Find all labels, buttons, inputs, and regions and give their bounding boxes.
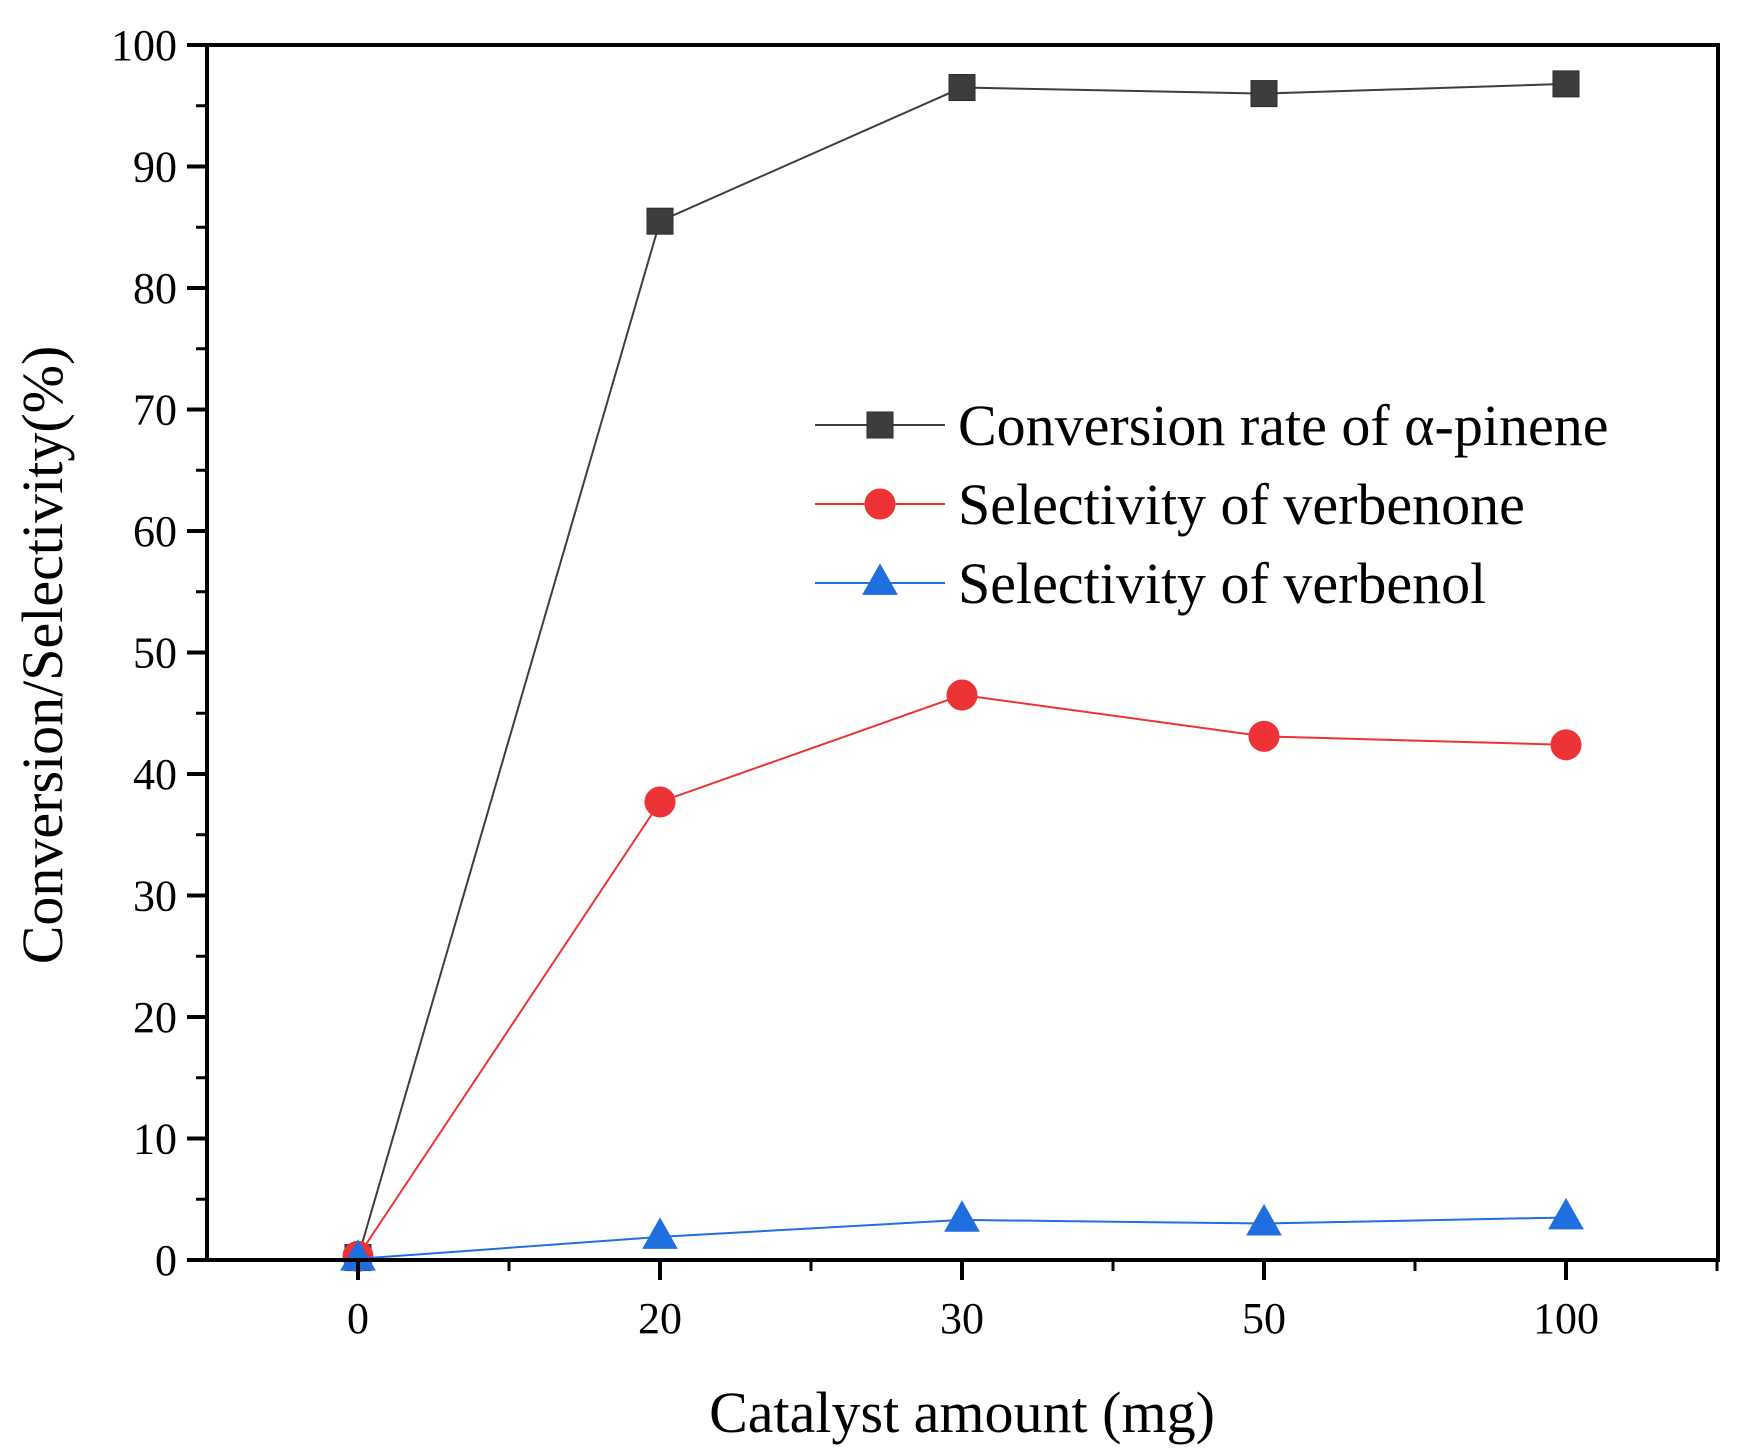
y-tick-label: 40 xyxy=(133,750,177,799)
legend-marker xyxy=(866,411,894,439)
series-2 xyxy=(342,679,1582,1272)
data-point xyxy=(1548,1197,1584,1230)
y-tick-label: 90 xyxy=(133,143,177,192)
series-layer xyxy=(340,70,1584,1272)
x-tick-label: 0 xyxy=(347,1294,369,1343)
y-axis-title: Conversion/Selectivity(%) xyxy=(10,346,75,965)
data-point xyxy=(642,1217,678,1249)
data-point xyxy=(1246,1203,1282,1236)
y-tick-label: 100 xyxy=(111,21,177,70)
y-tick-label: 60 xyxy=(133,507,177,556)
data-point xyxy=(1552,70,1580,98)
x-tick-label: 100 xyxy=(1533,1294,1599,1343)
data-point xyxy=(646,207,674,235)
x-tick-label: 30 xyxy=(940,1294,984,1343)
data-point xyxy=(1550,729,1582,761)
legend-item: Selectivity of verbenone xyxy=(815,472,1525,537)
axes: 0 10 20 30 40 50 60 70 80 90 100 0 20 30 50 100 xyxy=(111,21,1720,1343)
data-point xyxy=(1248,720,1280,752)
legend-label: Selectivity of verbenol xyxy=(958,551,1486,616)
data-point xyxy=(1250,80,1278,108)
legend-item: Conversion rate of α-pinene xyxy=(815,393,1608,458)
data-point xyxy=(944,1200,980,1232)
legend-label: Selectivity of verbenone xyxy=(958,472,1525,537)
y-tick-label: 0 xyxy=(155,1236,177,1285)
series-line xyxy=(357,82,1567,1258)
y-tick-label: 50 xyxy=(133,629,177,678)
legend-item: Selectivity of verbenol xyxy=(815,551,1486,616)
series-3 xyxy=(340,1197,1584,1271)
y-tick-label: 10 xyxy=(133,1115,177,1164)
series-line xyxy=(357,694,1567,1257)
data-point xyxy=(946,679,978,711)
y-tick-label: 80 xyxy=(133,264,177,313)
x-axis-title: Catalyst amount (mg) xyxy=(709,1380,1215,1445)
plot-frame xyxy=(205,43,1720,1262)
legend-label: Conversion rate of α-pinene xyxy=(958,393,1608,458)
y-tick-label: 70 xyxy=(133,386,177,435)
y-tick-label: 30 xyxy=(133,872,177,921)
data-point xyxy=(948,74,976,102)
series-1 xyxy=(344,70,1580,1272)
legend-marker xyxy=(862,563,898,595)
legend-marker xyxy=(864,488,896,520)
y-tick-label: 20 xyxy=(133,993,177,1042)
x-tick-label: 20 xyxy=(638,1294,682,1343)
x-tick-label: 50 xyxy=(1242,1294,1286,1343)
legend: Conversion rate of α-pinene Selectivity o… xyxy=(815,393,1608,616)
data-point xyxy=(644,786,676,818)
